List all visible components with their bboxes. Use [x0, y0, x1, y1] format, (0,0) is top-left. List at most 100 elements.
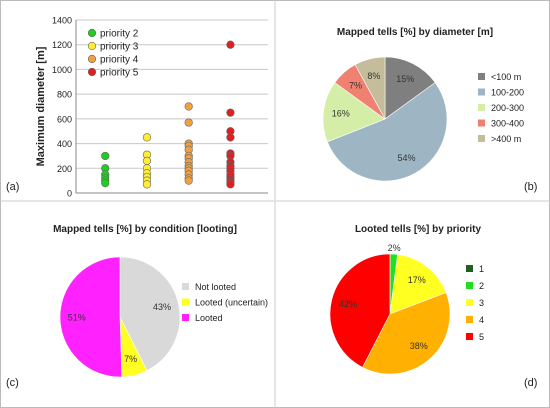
legend-swatch-3 [466, 299, 473, 306]
y-tick-label: 400 [57, 139, 72, 149]
pie-c-slice-labels: 43% 7% 51% [68, 302, 171, 364]
pie-slice-400-m [354, 56, 386, 120]
pie-slice-label-5: 42% [339, 299, 357, 309]
legend-label-4: 4 [479, 315, 484, 325]
pie-c-title: Mapped tells [%] by condition [looting] [53, 224, 237, 235]
scatter-point-priority-3 [142, 133, 152, 142]
pie-slice-200-300 [322, 82, 386, 143]
legend-label-not-looted: Not looted [195, 282, 236, 292]
legend-label-100-m: <100 m [491, 72, 521, 82]
scatter-point-priority-2 [101, 151, 110, 161]
pie-slice-label-300-400: 7% [349, 81, 362, 91]
panel-label-a: (a) [6, 181, 19, 193]
y-tick-label: 800 [57, 90, 72, 100]
legend-swatch-100-m [478, 73, 485, 80]
pie-d-slice-labels: 2% 17% 38% 42% [339, 243, 428, 351]
y-tick-label: 1200 [52, 40, 72, 50]
panel-c: Mapped tells [%] by condition [looting] … [6, 224, 268, 389]
scatter-legend: priority 2 priority 3 priority 4 priority 5 [87, 28, 139, 79]
legend-label-3: 3 [479, 298, 484, 308]
pie-slice-looted [59, 256, 123, 378]
panel-a: 0 200 400 600 800 1000 1200 1400 Maximum diamet… [6, 16, 268, 199]
legend-label-200-300: 200-300 [491, 103, 524, 113]
legend-marker-priority-5 [87, 67, 97, 77]
scatter-point-priority-4 [184, 176, 193, 185]
pie-slice-label-not-looted: 43% [153, 302, 171, 312]
legend-label-priority-2: priority 2 [100, 29, 139, 40]
pie-slice-label-3: 17% [408, 275, 426, 285]
scatter-point-priority-5 [226, 180, 235, 189]
pie-b-slices [322, 56, 448, 182]
y-tick-label: 1000 [52, 65, 72, 75]
legend-swatch-4 [466, 316, 473, 323]
pie-slice-label-4: 38% [410, 341, 428, 351]
pie-c-legend: Not looted Looted (uncertain) Looted [182, 282, 268, 323]
pie-slice-not-looted [119, 256, 181, 371]
pie-d-title: Looted tells [%] by priority [355, 224, 482, 235]
legend-label-5: 5 [479, 332, 484, 342]
scatter-point-priority-2 [101, 179, 110, 188]
pie-slice-100-m [384, 56, 436, 120]
legend-swatch-100-200 [478, 88, 485, 96]
y-tick-label: 0 [67, 189, 72, 199]
scatter-y-axis-label: Maximum diameter [m] [35, 46, 47, 166]
y-tick-label: 200 [57, 164, 72, 174]
legend-swatch-1 [466, 265, 473, 272]
legend-swatch-2 [466, 282, 473, 289]
legend-swatch-looted [182, 314, 189, 321]
scatter-point-priority-5 [226, 133, 235, 142]
pie-slice-4 [362, 292, 451, 375]
scatter-y-ticks: 0 200 400 600 800 1000 1200 1400 [52, 16, 72, 199]
panel-d: Looted tells [%] by priority 2%17%38%42%… [329, 224, 537, 389]
panel-label-d: (d) [524, 377, 537, 389]
pie-d-slices [329, 253, 451, 375]
scatter-point-priority-3 [142, 180, 152, 189]
legend-label-looted-uncertain: Looted (uncertain) [195, 298, 268, 308]
y-tick-label: 600 [57, 114, 72, 124]
pie-c-slices [59, 256, 181, 378]
panel-label-c: (c) [6, 377, 19, 389]
pie-slice-label-400-m: 8% [367, 71, 380, 81]
legend-label-400-m: >400 m [491, 134, 521, 144]
legend-marker-priority-2 [87, 28, 97, 38]
legend-marker-priority-4 [87, 54, 97, 64]
panel-label-b: (b) [524, 181, 537, 193]
pie-b-legend: <100 m 100-200 200-300 300-400 >400 m [478, 72, 524, 144]
pie-slice-5 [329, 253, 391, 368]
pie-slice-3 [389, 254, 447, 315]
legend-label-100-200: 100-200 [491, 88, 524, 98]
scatter-point-priority-5 [226, 40, 235, 49]
scatter-point-priority-3 [142, 156, 152, 165]
pie-b-slice-labels: 15% 54% 16% 7% 8% [332, 71, 416, 163]
panel-b: Mapped tells [%] by diameter [m] 15%54%1… [322, 27, 537, 193]
scatter-point-priority-4 [184, 118, 193, 127]
scatter-point-priority-5 [226, 108, 235, 117]
legend-swatch-not-looted [182, 283, 189, 290]
pie-slice-100-200 [326, 82, 448, 182]
legend-marker-priority-3 [87, 41, 97, 51]
legend-label-priority-3: priority 3 [100, 42, 139, 53]
pie-d-legend: 1 2 3 4 5 [466, 264, 484, 342]
legend-label-priority-5: priority 5 [100, 68, 139, 79]
pie-slice-label-100-200: 54% [397, 153, 415, 163]
pie-slice-label-100-m: 15% [396, 74, 414, 84]
legend-swatch-200-300 [478, 104, 485, 111]
legend-label-priority-4: priority 4 [100, 55, 139, 66]
legend-swatch-300-400 [478, 119, 485, 127]
pie-b-title: Mapped tells [%] by diameter [m] [337, 27, 493, 38]
scatter-point-priority-4 [184, 102, 193, 111]
scatter-points [101, 40, 235, 189]
legend-swatch-looted-uncertain [182, 298, 189, 306]
legend-label-1: 1 [479, 264, 484, 274]
pie-slice-label-looted: 51% [68, 313, 86, 323]
pie-slice-label-200-300: 16% [332, 108, 350, 118]
legend-label-looted: Looted [195, 313, 223, 323]
pie-slice-label-looted-uncertain: 7% [124, 354, 137, 364]
legend-swatch-400-m [478, 135, 485, 142]
legend-label-2: 2 [479, 281, 484, 291]
legend-swatch-5 [466, 333, 473, 340]
pie-slice-label-2: 2% [388, 243, 401, 253]
y-tick-label: 1400 [52, 16, 72, 26]
legend-label-300-400: 300-400 [491, 119, 524, 129]
